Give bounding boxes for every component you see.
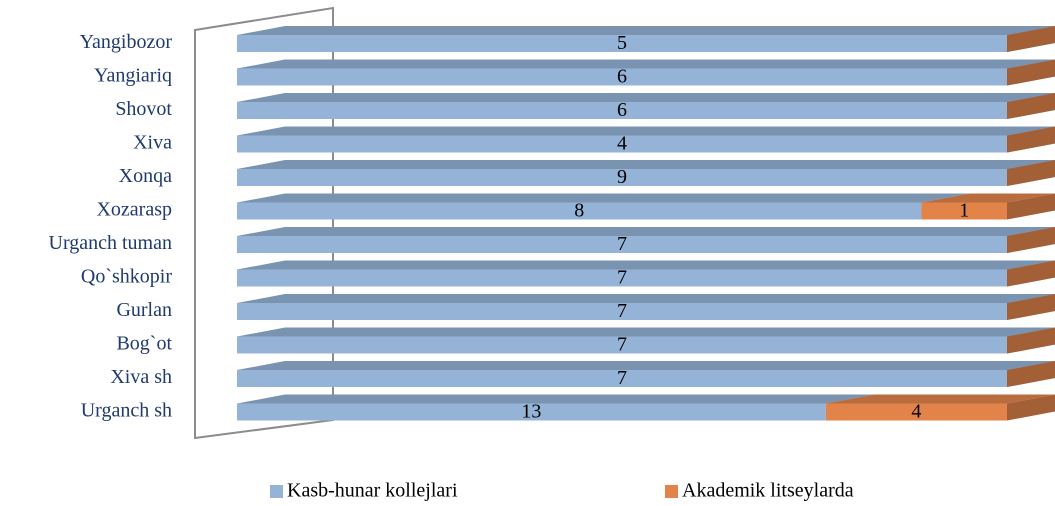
bar-front [237,35,1007,52]
legend-swatch [270,485,283,498]
bar-side [1007,260,1055,287]
bar-front [237,336,1007,354]
bar-side [1007,394,1055,421]
data-label: 7 [617,300,627,322]
bar-side [1007,294,1055,320]
category-label: Urganch sh [81,400,172,422]
data-label: 1 [959,200,969,222]
bar-segment [237,394,874,421]
bar-top [237,294,1055,303]
category-label: Yangibozor [80,31,173,53]
data-label: 6 [617,99,627,121]
data-label: 6 [617,66,627,88]
data-label: 4 [617,133,627,155]
bar-top [237,394,874,404]
data-label: 7 [617,233,627,255]
bar-segment [237,227,1055,253]
bar-side [1007,126,1055,153]
category-label: Xozarasp [96,199,172,221]
bar-top [237,227,1055,236]
bar-segment [237,160,1055,186]
bar-segment [1007,227,1055,253]
bar-front [237,169,1007,186]
bar-side [1007,193,1055,220]
bar-front [237,303,1007,320]
bar-top [237,59,1055,69]
bar-top [237,93,1055,102]
bar-segment [237,26,1055,52]
category-label: Urganch tuman [49,232,173,254]
bar-segment [921,193,1055,220]
bar-side [1007,361,1055,387]
category-label: Yangiariq [94,65,172,87]
bar-segment [1007,160,1055,186]
bar-front [237,135,1007,153]
bar-segment [825,394,1055,421]
bar-segment [1007,93,1055,119]
data-label: 9 [617,166,627,188]
bar-segment [1007,26,1055,52]
bar-top [237,361,1055,370]
bar-front [237,68,1007,86]
legend-label: Akademik litseylarda [682,480,854,502]
bar-segment [237,93,1055,119]
bar-front [825,403,1007,421]
category-label: Qo`shkopir [81,266,172,288]
data-label: 7 [617,267,627,289]
bar-segment [237,361,1055,387]
bar-front [237,269,1007,287]
bar-segment [237,294,1055,320]
bar-top [237,126,1055,136]
category-label: Bog`ot [116,333,172,355]
bar-segment [1007,361,1055,387]
bar-segment [1007,294,1055,320]
category-label: Shovot [115,98,172,120]
bar-segment [237,260,1055,287]
data-label: 13 [521,401,541,423]
bar-segment [237,193,970,220]
bar-segment [1007,327,1055,354]
bar-side [1007,327,1055,354]
bar-side [1007,93,1055,119]
bar-top [237,327,1055,337]
legend-label: Kasb-hunar kollejlari [287,480,458,502]
bar-segment [237,327,1055,354]
bar-top [237,160,1055,169]
bar-side [1007,26,1055,52]
bar-side [1007,227,1055,253]
data-label: 8 [574,200,584,222]
category-label: Xonqa [119,165,172,187]
legend-swatch [665,485,678,498]
category-label: Xiva [133,132,172,154]
bar-top [237,260,1055,270]
bar-segment [237,126,1055,153]
bar-segment [1007,59,1055,86]
bar-segment [1007,260,1055,287]
bar-front [237,236,1007,253]
data-label: 7 [617,334,627,356]
bar-front [237,403,826,421]
bar-front [237,370,1007,387]
bar-side [1007,59,1055,86]
bar-segment [237,59,1055,86]
bar-top [921,193,1055,203]
bar-side [1007,160,1055,186]
bar-segment [1007,126,1055,153]
bar-top [237,193,970,203]
category-label: Gurlan [116,299,172,321]
category-label: Xiva sh [110,366,172,388]
bar-top [825,394,1055,404]
bar-front [237,102,1007,119]
bar-front [237,202,922,220]
bar-top [237,26,1055,35]
data-label: 7 [617,367,627,389]
bar-front [921,202,1007,220]
data-label: 5 [617,32,627,54]
data-label: 4 [911,401,921,423]
